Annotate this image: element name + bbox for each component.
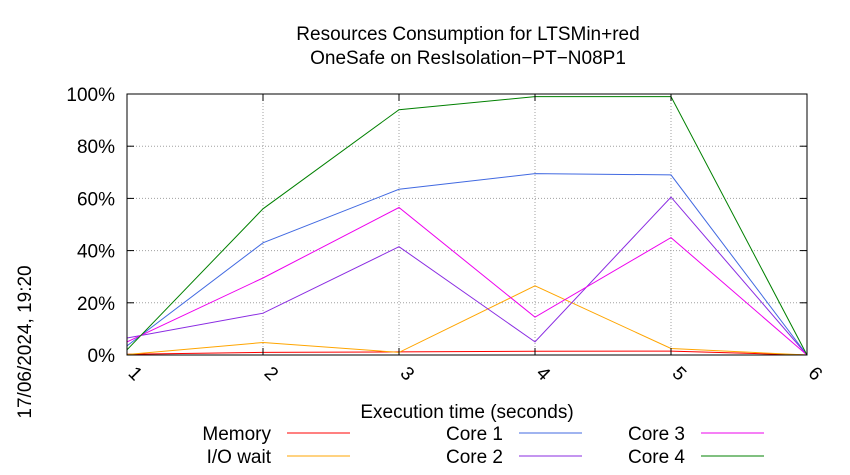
series-line-memory xyxy=(126,350,808,356)
legend-label: I/O wait xyxy=(207,447,272,468)
chart-title: Resources Consumption for LTSMin+red OneS… xyxy=(296,24,639,69)
x-tick-label: 2 xyxy=(260,363,282,385)
x-tick-label: 5 xyxy=(668,363,690,385)
y-tick-label: 20% xyxy=(77,294,115,315)
legend-label: Core 1 xyxy=(446,424,503,445)
timestamp-label: 17/06/2024, 19:20 xyxy=(15,265,36,418)
x-tick-label: 6 xyxy=(804,363,826,385)
legend-label: Core 4 xyxy=(628,447,685,468)
legend-label: Memory xyxy=(202,424,271,445)
x-tick-label: 4 xyxy=(532,363,555,386)
chart-title-line: OneSafe on ResIsolation−PT−N08P1 xyxy=(310,48,626,69)
series-line-i-o-wait xyxy=(126,285,808,356)
x-tick-label: 1 xyxy=(124,363,146,385)
y-tick-label: 40% xyxy=(77,242,115,263)
legend-label: Core 3 xyxy=(628,424,685,445)
series-line-core-2 xyxy=(126,196,808,356)
legend-label: Core 2 xyxy=(446,447,503,468)
x-axis-label: Execution time (seconds) xyxy=(360,402,573,423)
x-axis: 1 2 3 4 5 6 xyxy=(124,94,826,386)
series-line-core-4 xyxy=(126,96,808,356)
series-lines xyxy=(126,96,808,356)
y-tick-label: 100% xyxy=(66,85,115,106)
x-tick-label: 3 xyxy=(396,363,418,385)
chart-title-line: Resources Consumption for LTSMin+red xyxy=(296,24,639,45)
y-tick-label: 80% xyxy=(77,137,115,158)
y-tick-label: 60% xyxy=(77,189,115,210)
series-line-core-3 xyxy=(126,206,808,356)
plot-frame xyxy=(126,93,808,356)
grid xyxy=(127,94,807,355)
y-tick-label: 0% xyxy=(88,346,116,367)
series-line-core-1 xyxy=(126,173,808,356)
y-axis: 0% 20% 40% 60% 80% 100% xyxy=(66,85,807,367)
